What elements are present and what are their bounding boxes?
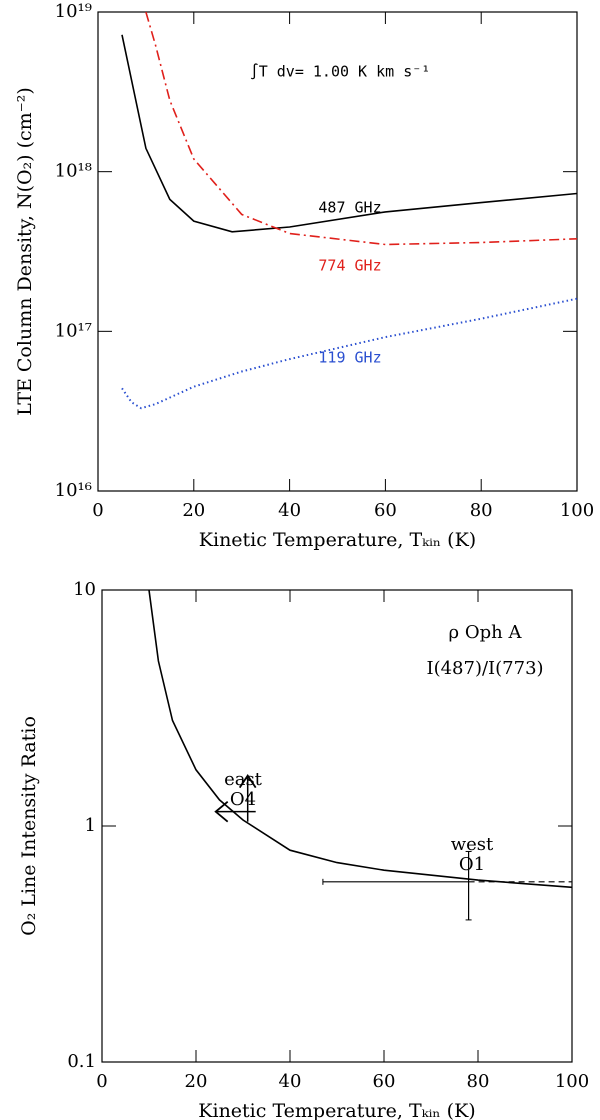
x-tick-label: 40 xyxy=(278,500,301,521)
y-axis-label: LTE Column Density, N(O₂) (cm⁻²) xyxy=(14,87,36,416)
x-axis-label: Kinetic Temperature, Tₖᵢₙ (K) xyxy=(199,529,476,551)
x-tick-label: 60 xyxy=(374,500,397,521)
x-tick-label: 0 xyxy=(92,500,103,521)
y-tick-label: 0.1 xyxy=(67,1051,96,1072)
y-tick-label: 10¹⁷ xyxy=(55,320,92,341)
annotation: east xyxy=(224,769,263,790)
x-tick-label: 100 xyxy=(555,1071,589,1092)
annotation: west xyxy=(451,834,494,855)
annotation: 487 GHz xyxy=(318,199,381,217)
x-tick-label: 80 xyxy=(467,1071,490,1092)
limit-arrow xyxy=(238,774,257,789)
annotation: 774 GHz xyxy=(318,257,381,275)
annotation: O4 xyxy=(230,789,256,810)
plot-area xyxy=(148,590,572,889)
y-axis-label: O₂ Line Intensity Ratio xyxy=(18,716,40,936)
y-tick-label: 10¹⁶ xyxy=(55,480,92,501)
y-tick-label: 10¹⁹ xyxy=(55,1,92,22)
x-tick-label: 40 xyxy=(279,1071,302,1092)
annotation: O1 xyxy=(459,854,485,875)
annotation: I(487)/I(773) xyxy=(426,658,543,679)
x-axis-label: Kinetic Temperature, Tₖᵢₙ (K) xyxy=(198,1100,475,1120)
data-line xyxy=(121,34,577,233)
y-tick-label: 1 xyxy=(85,815,96,836)
annotation: ∫T dv= 1.00 K km s⁻¹ xyxy=(250,63,431,81)
x-tick-label: 0 xyxy=(96,1071,107,1092)
x-tick-label: 100 xyxy=(560,500,594,521)
plot-frame xyxy=(97,11,578,492)
annotation: ρ Oph A xyxy=(449,622,523,643)
x-tick-label: 80 xyxy=(470,500,493,521)
data-line xyxy=(145,12,577,246)
data-line xyxy=(148,590,572,889)
x-tick-label: 20 xyxy=(185,1071,208,1092)
y-tick-label: 10¹⁸ xyxy=(55,161,92,182)
plot-area xyxy=(121,12,577,410)
y-tick-label: 10 xyxy=(73,579,96,600)
limit-arrow xyxy=(214,800,229,823)
x-tick-label: 20 xyxy=(182,500,205,521)
x-tick-label: 60 xyxy=(373,1071,396,1092)
annotation: 119 GHz xyxy=(318,349,381,367)
